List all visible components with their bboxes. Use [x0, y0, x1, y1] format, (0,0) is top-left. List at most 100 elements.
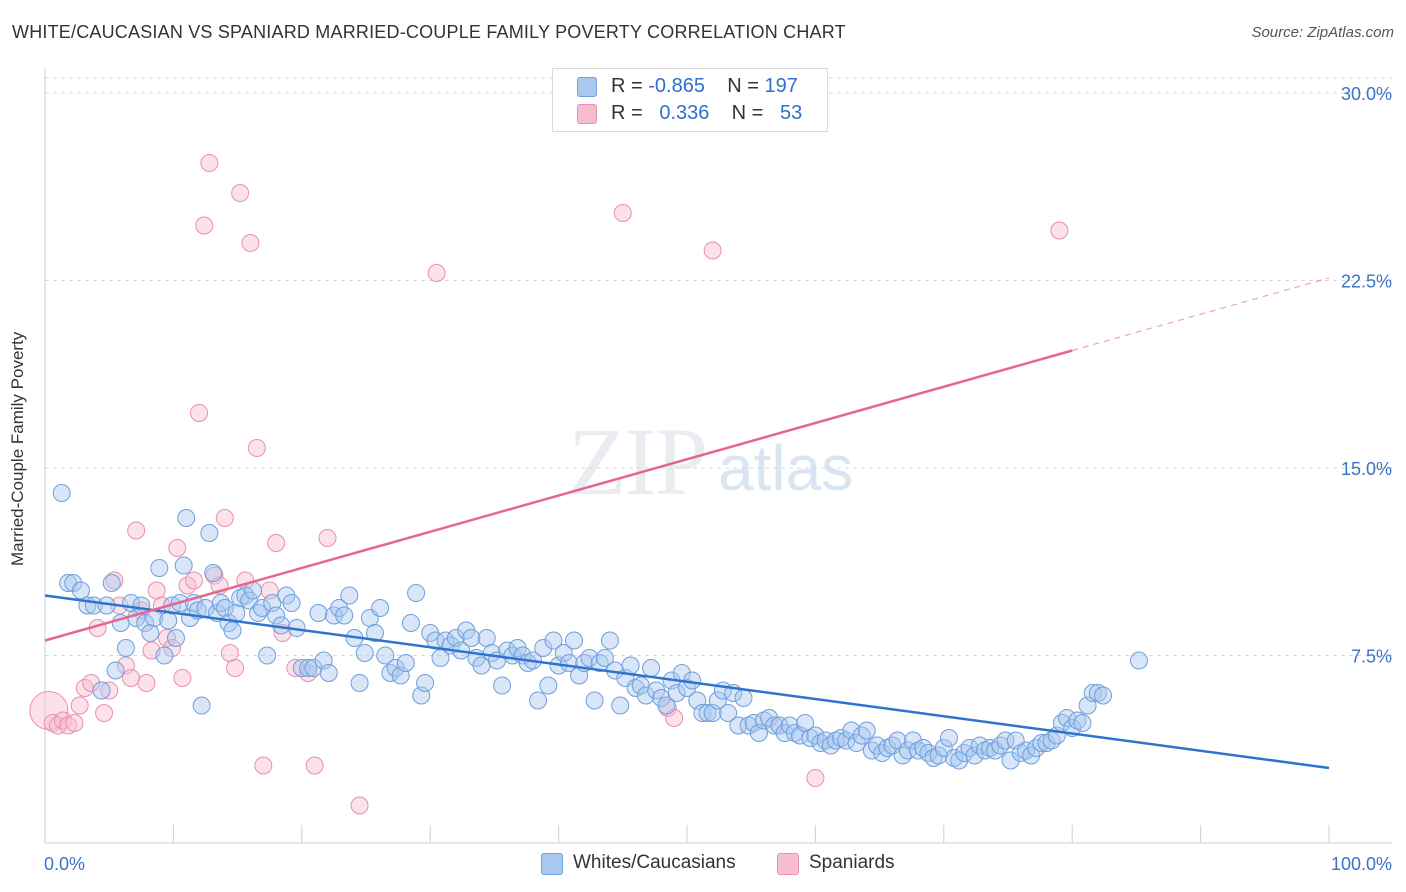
watermark-zip: ZIP	[568, 408, 706, 515]
whites-point	[636, 686, 655, 705]
whites-point	[945, 749, 964, 767]
whites-point	[611, 696, 630, 715]
whites-point	[826, 731, 845, 750]
whites-point	[309, 604, 328, 622]
whites-point	[150, 559, 169, 577]
whites-point	[1001, 751, 1020, 770]
spaniards-point	[29, 691, 69, 730]
whites-point	[554, 644, 573, 662]
r-value: 0.336	[659, 102, 710, 124]
trend-lines	[44, 277, 1330, 770]
whites-point	[177, 509, 196, 527]
legend-label-spaniards: Spaniards	[809, 852, 895, 873]
whites-point	[1027, 739, 1046, 757]
spaniards-point	[70, 696, 89, 715]
whites-point	[693, 704, 712, 722]
whites-point	[765, 716, 784, 735]
spaniards-point	[95, 704, 114, 722]
spaniards-point	[53, 711, 72, 730]
whites-point	[734, 689, 753, 707]
whites-point	[71, 581, 90, 600]
whites-point	[590, 654, 609, 672]
whites-point	[729, 716, 748, 735]
spaniards-point	[200, 154, 219, 172]
whites-point	[493, 676, 512, 695]
spaniards-point	[195, 216, 214, 235]
whites-point	[955, 744, 974, 762]
whites-point	[462, 629, 481, 647]
spaniards-point	[350, 796, 369, 815]
whites-point	[267, 606, 286, 625]
spaniards-point	[318, 529, 337, 547]
whites-point	[1088, 684, 1107, 702]
spaniards-point	[137, 674, 156, 692]
spaniards-point	[215, 509, 234, 527]
whites-point	[1068, 711, 1087, 730]
whites-point	[350, 674, 369, 692]
whites-point	[365, 624, 384, 642]
whites-point	[477, 629, 496, 647]
whites-point	[52, 484, 71, 502]
x-tick-label: 0.0%	[44, 854, 85, 874]
r-label: R =	[611, 102, 643, 124]
legend-label-whites: Whites/Caucasians	[573, 852, 736, 873]
tick-labels: 7.5% 15.0% 22.5% 30.0% 0.0% 100.0%	[44, 84, 1392, 874]
whites-point	[544, 631, 563, 650]
y-tick-label: 7.5%	[1351, 647, 1392, 667]
n-label: N =	[731, 102, 764, 124]
y-axis-label: Married-Couple Family Poverty	[8, 331, 27, 566]
whites-point	[698, 704, 717, 722]
whites-point	[252, 599, 271, 617]
whites-point	[116, 639, 135, 657]
whites-point	[299, 659, 318, 677]
whites-point	[1094, 686, 1113, 705]
watermark: ZIP atlas	[568, 408, 853, 515]
spaniards-trend-line	[44, 349, 1073, 642]
whites-point	[565, 631, 584, 650]
spaniards-swatch	[577, 104, 597, 124]
whites-trend-line	[44, 594, 1330, 770]
n-value: 53	[780, 102, 803, 124]
whites-point	[801, 729, 820, 747]
whites-point	[909, 741, 928, 760]
whites-point	[996, 731, 1015, 750]
whites-point	[898, 741, 917, 760]
y-tick-label: 15.0%	[1341, 459, 1392, 479]
spaniards-point	[82, 674, 101, 692]
spaniards-point	[247, 439, 266, 457]
whites-point	[166, 629, 185, 647]
whites-point	[227, 604, 246, 622]
spaniards-point	[241, 234, 260, 252]
whites-point	[401, 614, 420, 632]
whites-point	[1032, 734, 1051, 752]
spaniards-point	[703, 241, 722, 260]
whites-point	[200, 524, 219, 542]
whites-point	[903, 731, 922, 750]
whites-point	[1129, 651, 1148, 670]
stats-legend: R = -0.865 N = 197 R = 0.336 N = 53	[552, 68, 828, 132]
whites-point	[371, 599, 390, 617]
whites-point	[939, 729, 958, 747]
watermark-atlas: atlas	[718, 432, 853, 504]
n-label: N =	[727, 75, 759, 97]
whites-point	[136, 614, 155, 632]
spaniards-point	[806, 769, 825, 787]
whites-point	[857, 721, 876, 740]
whites-point	[376, 646, 395, 665]
whites-point	[595, 649, 614, 667]
source-label: Source: ZipAtlas.com	[1251, 24, 1394, 41]
whites-point	[106, 661, 125, 680]
whites-point	[862, 741, 881, 760]
whites-point	[585, 691, 604, 710]
whites-point	[852, 726, 871, 745]
chart-title: WHITE/CAUCASIAN VS SPANIARD MARRIED-COUP…	[12, 22, 846, 42]
y-tick-label: 22.5%	[1341, 272, 1392, 292]
whites-point	[155, 646, 174, 665]
spaniards-points	[29, 154, 1069, 815]
whites-point	[416, 674, 435, 692]
spaniards-point	[1050, 221, 1069, 240]
whites-point	[816, 731, 835, 750]
spaniards-trend-extension	[1072, 277, 1330, 352]
spaniards-point	[173, 669, 192, 687]
spaniards-point	[184, 571, 203, 590]
